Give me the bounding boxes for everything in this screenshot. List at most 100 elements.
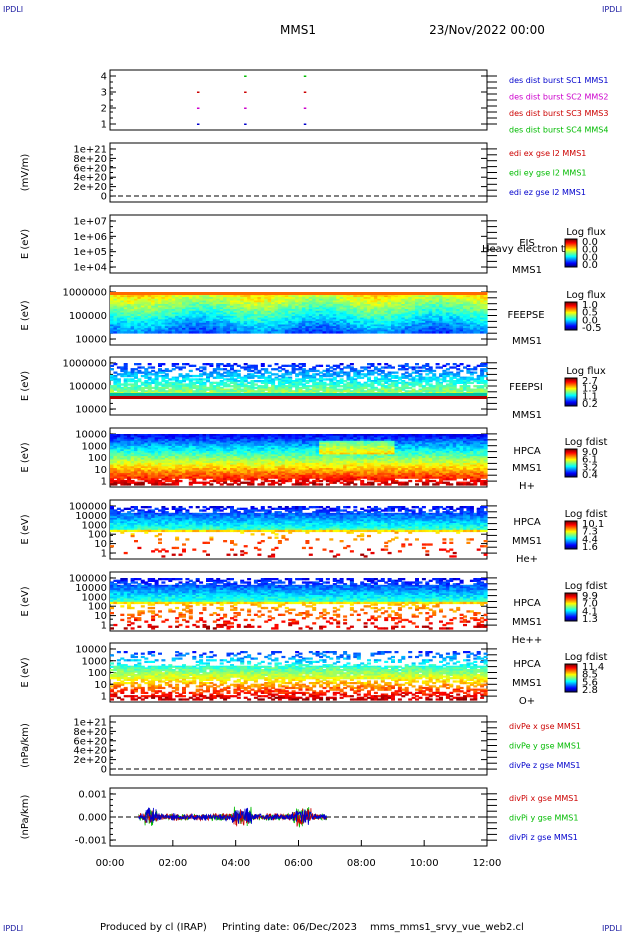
spectrogram-cell (189, 375, 193, 377)
spectrogram-cell (453, 363, 457, 365)
spectrogram-cell (216, 377, 220, 379)
spectrogram-cell (172, 331, 176, 333)
spectrogram-cell (357, 377, 361, 379)
spectrogram-cell (377, 363, 381, 365)
spectrogram-cell (415, 372, 419, 374)
spectrogram-cell (220, 377, 224, 379)
legend-entry: des dist burst SC2 MMS2 (509, 93, 608, 102)
spectrogram-cell (220, 363, 224, 365)
spectrogram-cell (292, 331, 296, 333)
y-tick-label: 1e+04 (73, 263, 107, 274)
spectrogram-cell (137, 331, 141, 333)
burst-mark (304, 92, 307, 94)
instrument-label: Heavy electron to (482, 244, 571, 255)
instrument-label: MMS1 (512, 463, 542, 474)
spectrogram-cell (165, 370, 169, 372)
y-tick-label: 1e+05 (73, 247, 107, 258)
spectrogram-cell (415, 331, 419, 333)
spectrogram-cell (185, 331, 189, 333)
spectrogram-cell (141, 366, 145, 368)
y-tick-label: 10000 (75, 430, 107, 441)
burst-mark (244, 108, 247, 110)
colorbar-tick-label: -0.5 (582, 323, 602, 334)
spectrogram-cell (227, 375, 231, 377)
spectrogram-cell (220, 331, 224, 333)
spectrogram-cell (401, 331, 405, 333)
spectrogram-cell (381, 331, 385, 333)
spectrogram-cell (237, 370, 241, 372)
date-title: 23/Nov/2022 00:00 (429, 23, 545, 37)
spectrogram-cell (172, 378, 176, 380)
legend-entry: edi ex gse l2 MMS1 (509, 149, 586, 158)
spectrogram-cell (295, 375, 299, 377)
spectrogram-cell (151, 387, 155, 389)
spectrogram-cell (244, 380, 248, 382)
spectrogram-band (110, 393, 487, 396)
spectrogram-cell (329, 331, 333, 333)
spectrogram-cell (165, 387, 169, 389)
spectrogram-cell (333, 365, 337, 367)
spectrogram-cell (158, 365, 162, 367)
spectrogram-cell (196, 375, 200, 377)
spectrogram-cell (110, 365, 114, 367)
spectrogram-cell (285, 331, 289, 333)
spectrogram-cell (446, 368, 450, 370)
spectrogram-cell (151, 370, 155, 372)
burst-mark (244, 124, 247, 126)
legend-entry: des dist burst SC4 MMS4 (509, 126, 608, 135)
panel-frame (110, 70, 487, 130)
colorbar-tick-label: 0.4 (582, 470, 598, 481)
spectrogram-cell (261, 377, 265, 379)
instrument-label: MMS1 (512, 265, 542, 276)
y-tick-label: 10000 (75, 335, 107, 346)
y-tick-label: 100000 (69, 311, 107, 322)
spectrogram-cell (340, 385, 344, 387)
spectrogram-cell (480, 365, 484, 367)
spectrogram-cell (484, 365, 488, 367)
spectrogram-cell (340, 331, 344, 333)
spectrogram-cell (425, 373, 429, 375)
spectrogram-cell (189, 365, 193, 367)
spectrogram-cell (220, 368, 224, 370)
spectrogram-cell (227, 365, 231, 367)
corner-bl: IPDLI (3, 924, 23, 933)
spectrogram-cell (137, 363, 141, 365)
spectrogram-cell (329, 375, 333, 377)
spectrogram-cell (456, 365, 460, 367)
spectrogram-cell (165, 377, 169, 379)
spectrogram-cell (285, 365, 289, 367)
spectrogram-cell (151, 331, 155, 333)
spectrogram-cell (189, 331, 193, 333)
spectrogram-cell (405, 368, 409, 370)
spectrogram-band (110, 396, 487, 399)
spectrogram-cell (381, 372, 385, 374)
y-tick-label: 1000000 (62, 288, 107, 299)
burst-mark (304, 124, 307, 126)
spectrogram-cell (340, 375, 344, 377)
spectrogram-cell (113, 372, 117, 374)
spectrogram-cell (110, 368, 114, 370)
spectrogram-cell (196, 331, 200, 333)
spectrogram-cell (151, 373, 155, 375)
y-axis-label: E (eV) (20, 300, 31, 330)
spectrogram-cell (141, 372, 145, 374)
burst-mark (197, 92, 200, 94)
panel-hpca_h: 100001000100101E (eV) HPCAMMS1H+Log fdist… (20, 428, 607, 492)
spectrogram-cell (395, 372, 399, 374)
instrument-label: MMS1 (512, 336, 542, 347)
spectrogram-cell (442, 331, 446, 333)
spectrogram-cell (333, 331, 337, 333)
y-tick-label: 100 (88, 453, 107, 464)
y-tick-label: 1 (101, 477, 107, 488)
spacecraft-title: MMS1 (280, 23, 316, 37)
spectrogram-cell (261, 382, 265, 384)
spectrogram-cell (473, 385, 477, 387)
spectrogram-cell (453, 366, 457, 368)
legend-entry: des dist burst SC3 MMS3 (509, 109, 608, 118)
spectrogram-cell (127, 331, 131, 333)
spectrogram-cell (209, 365, 213, 367)
spectrogram-cell (360, 377, 364, 379)
instrument-label: HPCA (513, 446, 541, 457)
spectrogram-cell (401, 368, 405, 370)
